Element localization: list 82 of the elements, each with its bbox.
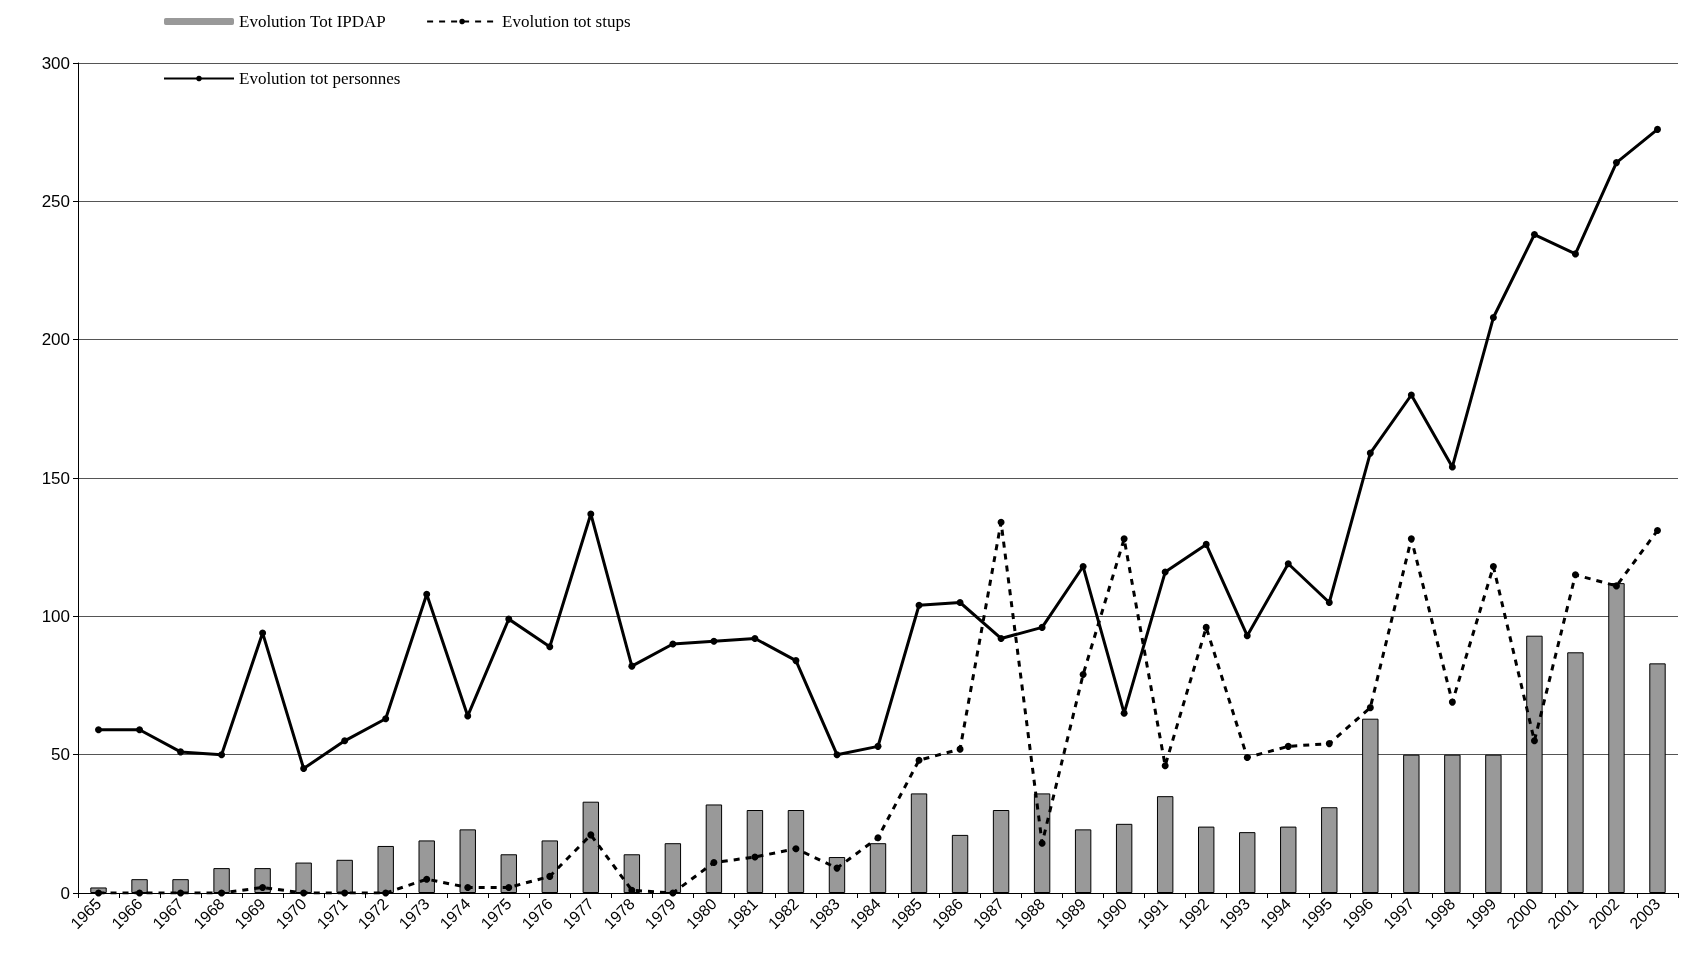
point [423, 590, 431, 598]
point [1120, 709, 1128, 717]
point [341, 737, 349, 745]
point [1571, 571, 1579, 579]
point [218, 751, 226, 759]
point [956, 599, 964, 606]
point [1489, 314, 1497, 322]
y-tick-label: 300 [41, 53, 70, 73]
point [1448, 463, 1456, 471]
point [1079, 563, 1087, 571]
point [587, 510, 595, 518]
point [628, 662, 636, 670]
point [218, 889, 226, 897]
point [587, 831, 595, 839]
point [1284, 560, 1292, 568]
point [1448, 698, 1456, 706]
legend-label: Evolution tot stups [502, 12, 631, 31]
point [1325, 740, 1333, 748]
point [710, 859, 718, 867]
point [1038, 623, 1046, 631]
point [710, 637, 718, 645]
point [259, 883, 267, 891]
point [1653, 527, 1661, 535]
point [1202, 623, 1210, 631]
point [177, 889, 185, 897]
point [300, 889, 308, 897]
point [1202, 540, 1210, 548]
point [1161, 568, 1169, 576]
point [915, 601, 923, 609]
point [382, 889, 390, 897]
point [1653, 125, 1661, 133]
point [259, 629, 267, 637]
point [1366, 704, 1374, 712]
point [464, 883, 472, 891]
point [1407, 535, 1415, 543]
point [1284, 742, 1292, 750]
point [792, 845, 800, 853]
point [915, 756, 923, 764]
point [1612, 582, 1620, 590]
point [1489, 563, 1497, 571]
point [136, 726, 144, 734]
point [1161, 762, 1169, 770]
point [1079, 670, 1087, 678]
point [1243, 632, 1251, 640]
point [1366, 449, 1374, 457]
point [136, 889, 144, 897]
point [1530, 231, 1538, 239]
point [792, 657, 800, 665]
point [1612, 159, 1620, 167]
legend-label: Evolution tot personnes [239, 69, 401, 88]
y-tick-label: 150 [41, 468, 70, 488]
point [833, 751, 841, 759]
y-tick-label: 50 [51, 745, 70, 765]
y-tick-label: 0 [60, 883, 70, 903]
y-tick-label: 250 [41, 191, 70, 211]
point [1325, 599, 1333, 606]
point [751, 634, 759, 642]
point [505, 883, 513, 891]
point [341, 889, 349, 897]
legend-label: Evolution Tot IPDAP [239, 12, 386, 31]
point [1407, 391, 1415, 399]
y-tick-label: 100 [41, 606, 70, 626]
y-tick-label: 200 [41, 330, 70, 350]
point [997, 518, 1005, 526]
point [1243, 753, 1251, 761]
point [1120, 535, 1128, 543]
point [874, 834, 882, 842]
point [546, 872, 554, 880]
point [300, 765, 308, 772]
point [997, 634, 1005, 642]
point [1571, 250, 1579, 258]
point [1038, 839, 1046, 847]
point [95, 889, 103, 897]
point [546, 643, 554, 651]
point [423, 875, 431, 883]
point [95, 726, 103, 734]
point [874, 742, 882, 750]
point [464, 712, 472, 720]
point [177, 748, 185, 756]
point [505, 615, 513, 623]
point [382, 715, 390, 723]
point [1530, 737, 1538, 745]
